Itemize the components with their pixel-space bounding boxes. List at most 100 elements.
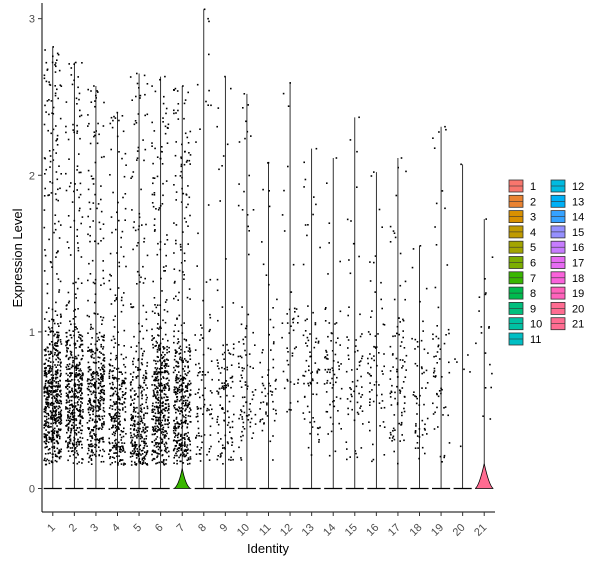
data-point [180,383,183,386]
data-point [99,392,102,395]
data-point [130,396,132,399]
data-point [231,426,234,429]
data-point [223,420,226,422]
data-point [101,368,104,370]
data-point [115,357,118,359]
data-point [102,316,105,319]
data-point [356,150,358,153]
data-point [316,370,319,372]
data-point [216,278,219,281]
data-point [72,282,74,285]
data-point [403,361,406,363]
data-point [162,401,164,403]
data-point [185,450,187,453]
data-point [123,418,126,420]
data-point [372,400,375,403]
data-point [118,428,120,430]
data-point [53,348,56,350]
data-point [117,423,120,425]
data-point [231,441,234,444]
data-point [65,308,68,310]
data-point [67,417,69,419]
data-point [157,371,159,374]
data-point [161,361,163,364]
data-point [132,423,135,425]
data-point [102,260,104,262]
data-point [49,343,51,346]
data-point [145,398,148,401]
data-point [156,452,158,454]
data-point [180,390,182,393]
data-point [115,438,117,441]
data-point [374,291,376,293]
data-point [67,450,70,452]
data-point [295,308,298,310]
data-point [100,380,102,383]
data-point [88,397,91,400]
data-point [288,332,291,334]
data-point [368,421,370,423]
data-point [324,368,327,371]
data-point [184,445,186,447]
data-point [189,458,192,460]
data-point [52,374,54,377]
data-point [133,428,136,430]
data-point [334,450,337,453]
data-point [164,434,166,436]
data-point [98,338,100,341]
data-point-max [400,157,403,159]
data-point [119,420,121,423]
data-point [155,438,157,440]
data-point [163,365,166,367]
data-point [87,188,90,191]
data-point [160,371,163,374]
data-point [286,359,289,362]
data-point [78,387,81,389]
data-point [90,403,92,406]
data-point [66,364,69,366]
data-point [484,293,487,296]
data-point [98,446,100,448]
data-point [448,361,450,364]
data-point [143,445,146,447]
data-point [176,409,179,411]
data-point [173,89,175,91]
data-point [87,443,90,446]
data-point [55,348,57,351]
data-point [49,160,52,163]
data-point [207,371,209,374]
data-point [221,353,224,356]
data-point [139,94,142,97]
data-point [184,378,187,380]
data-point [89,369,91,371]
data-point [45,376,48,378]
data-point [131,450,134,452]
data-point [75,366,78,369]
data-point [351,381,354,383]
data-point [261,351,263,354]
data-point [67,411,69,413]
data-point [88,366,91,368]
data-point [59,364,61,366]
data-point [54,228,57,231]
data-point [404,298,406,301]
data-point [101,388,104,391]
data-point [339,397,342,400]
data-point [87,215,89,218]
data-point [188,438,190,441]
data-point [328,222,331,224]
data-point [67,428,69,430]
data-point [52,428,54,431]
data-point [249,365,252,368]
data-point [182,402,184,404]
data-point [367,362,369,365]
data-point [100,198,102,201]
data-point [250,417,253,420]
data-point [436,362,438,364]
data-point [247,104,249,106]
data-point [329,416,332,419]
data-point [399,359,402,361]
data-point [151,310,154,313]
data-point [103,393,106,395]
